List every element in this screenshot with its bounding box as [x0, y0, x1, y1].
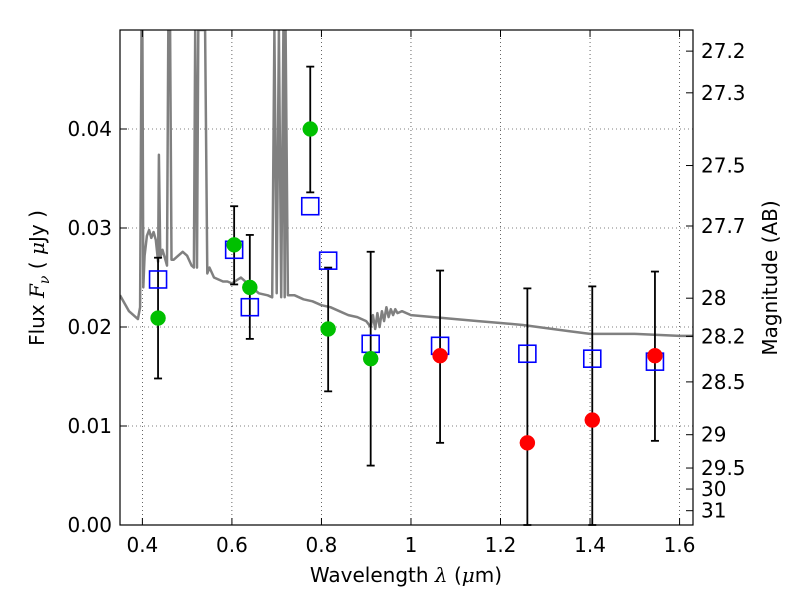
y2-tick-label: 27.2 [701, 39, 746, 63]
green-data-point [150, 310, 166, 326]
spectrum-layer [120, 30, 693, 338]
y-tick-label: 0.04 [67, 117, 112, 141]
red-data-point [647, 347, 663, 364]
marker-layer [148, 121, 665, 451]
x-axis-title: Wavelength λ (μm) [310, 563, 502, 587]
y2-tick-label: 27.5 [701, 154, 746, 178]
spectrum-line [120, 30, 693, 338]
x-tick-label: 1 [405, 533, 418, 557]
y-tick-label: 0.02 [67, 315, 112, 339]
y2-tick-label: 27.3 [701, 81, 746, 105]
x-tick-label: 1.2 [485, 533, 517, 557]
y2-tick-label: 28 [701, 286, 726, 310]
model-square-marker [318, 251, 338, 270]
green-data-point [362, 350, 379, 367]
y2-tick-label: 30 [701, 477, 726, 501]
ticks [120, 30, 693, 526]
plot-frame [119, 29, 694, 526]
y2-axis-title: Magnitude (AB) [758, 200, 782, 355]
model-square-marker [148, 270, 168, 289]
y2-tick-label: 28.2 [701, 324, 746, 348]
green-data-point [226, 237, 242, 253]
model-square-marker [240, 297, 260, 317]
x-tick-label: 0.6 [216, 533, 248, 557]
y2-tick-label: 31 [701, 499, 726, 523]
red-data-point [432, 347, 448, 364]
red-data-point [519, 435, 536, 451]
model-square-marker [300, 196, 320, 216]
y-tick-labels: 0.00 0.01 0.02 0.03 0.04 [67, 117, 112, 537]
y-tick-label: 0.01 [67, 414, 112, 438]
red-data-point [584, 412, 601, 428]
x-tick-label: 1.4 [574, 533, 606, 557]
y-tick-label: 0.03 [67, 216, 112, 240]
model-square-marker [518, 344, 537, 364]
y-tick-label: 0.00 [67, 513, 112, 537]
x-tick-labels: 0.4 0.6 0.8 1 1.2 1.4 1.6 [126, 533, 695, 557]
y2-tick-label: 27.7 [701, 214, 746, 238]
model-square-marker [582, 349, 602, 368]
green-data-point [242, 279, 258, 296]
x-tick-label: 0.8 [306, 533, 338, 557]
green-data-point [320, 321, 336, 337]
y2-tick-label: 29 [701, 423, 726, 447]
grid [120, 30, 693, 526]
y2-tick-label: 28.5 [701, 370, 746, 394]
y-axis-title: Flux Fν ( μJy ) [25, 210, 53, 346]
green-data-point [302, 121, 319, 137]
x-tick-label: 0.4 [126, 533, 158, 557]
y2-tick-label: 29.5 [701, 456, 746, 480]
x-tick-label: 1.6 [664, 533, 696, 557]
